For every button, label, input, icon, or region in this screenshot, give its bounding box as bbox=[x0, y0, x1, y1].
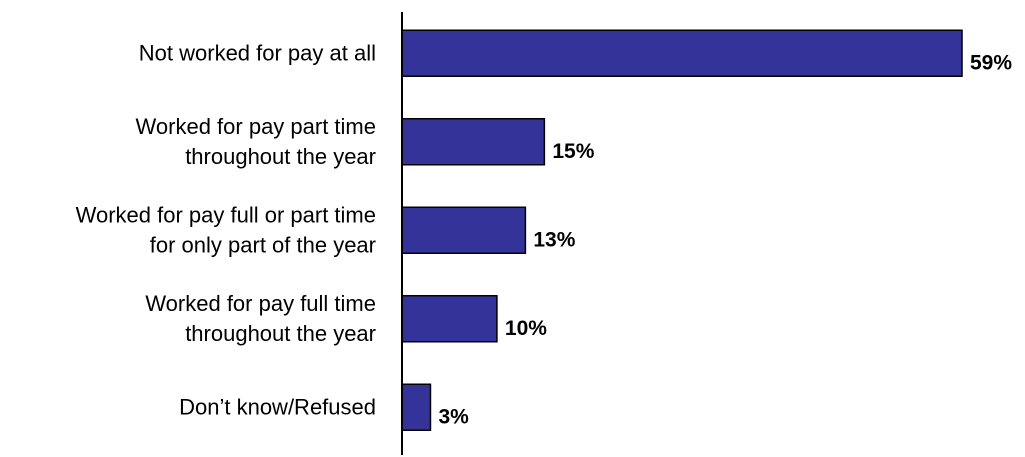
category-labels: Not worked for pay at all Worked for pay … bbox=[76, 40, 376, 419]
data-labels: 59% 15% 13% 10% 3% bbox=[438, 51, 1012, 428]
bar-2 bbox=[401, 206, 527, 254]
category-label-4-line-0: Don’t know/Refused bbox=[179, 394, 376, 419]
category-label-2-line-0: Worked for pay full or part time bbox=[76, 202, 376, 227]
data-label-0: 59% bbox=[970, 51, 1012, 74]
data-label-1: 15% bbox=[552, 140, 594, 163]
category-label-0-line-0: Not worked for pay at all bbox=[139, 40, 376, 65]
category-label-3-line-1: throughout the year bbox=[185, 321, 376, 346]
category-label-1-line-0: Worked for pay part time bbox=[136, 114, 376, 139]
bar-0 bbox=[401, 29, 963, 77]
bar-4 bbox=[401, 383, 432, 431]
data-label-4: 3% bbox=[438, 405, 469, 428]
data-label-3: 10% bbox=[505, 317, 547, 340]
data-label-2: 13% bbox=[533, 228, 575, 251]
bar-3 bbox=[401, 295, 498, 343]
category-label-3-line-0: Worked for pay full time bbox=[145, 291, 376, 316]
category-label-1-line-1: throughout the year bbox=[185, 144, 376, 169]
bar-1 bbox=[401, 118, 546, 166]
category-label-2-line-1: for only part of the year bbox=[150, 232, 376, 257]
bars bbox=[401, 29, 963, 431]
